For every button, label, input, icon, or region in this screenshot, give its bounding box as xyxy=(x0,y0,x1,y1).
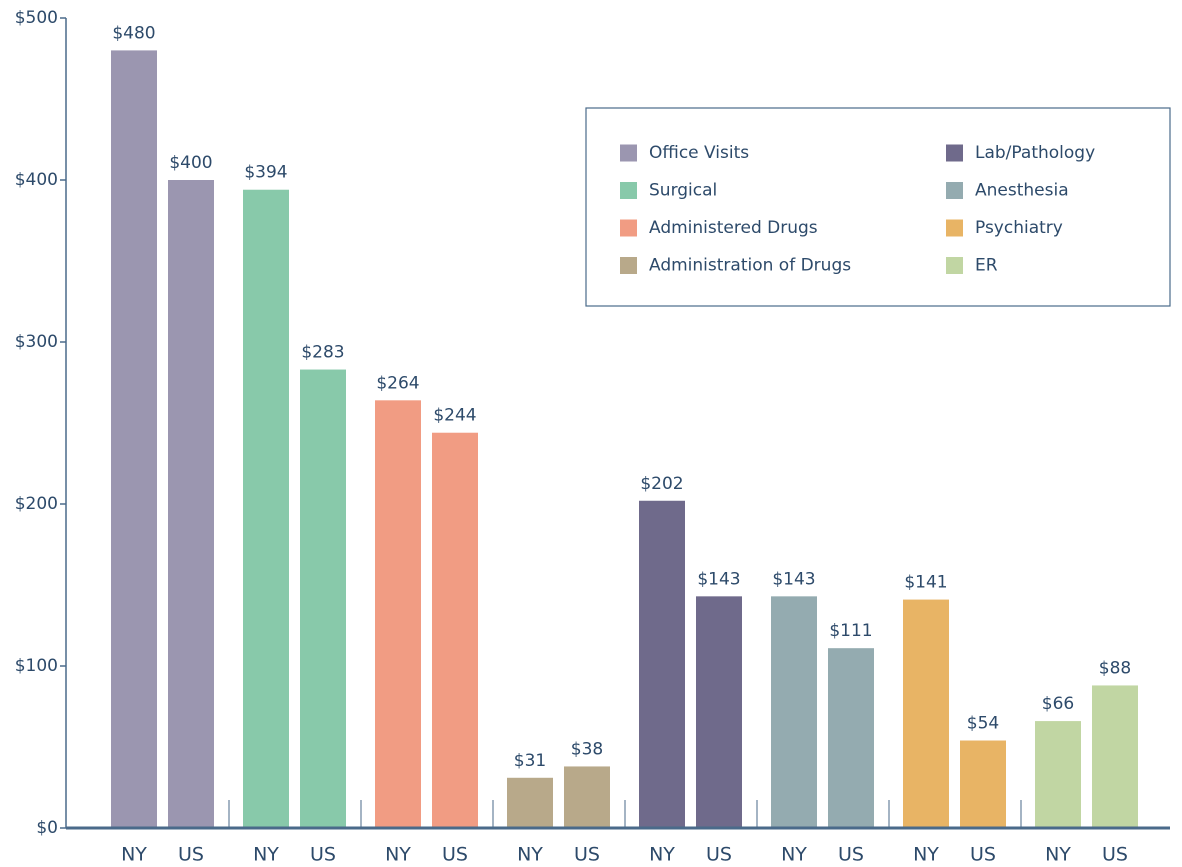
y-tick-label: $300 xyxy=(15,332,58,352)
x-tick-label: US xyxy=(442,844,468,866)
legend-swatch xyxy=(620,144,637,162)
legend-label: Lab/Pathology xyxy=(975,143,1095,163)
bar xyxy=(960,740,1006,828)
bar xyxy=(771,596,817,828)
x-tick-label: NY xyxy=(121,844,147,866)
bar xyxy=(507,777,553,828)
y-tick-label: $500 xyxy=(15,8,58,28)
legend-swatch xyxy=(946,257,963,274)
value-label: $54 xyxy=(967,714,999,734)
legend-swatch xyxy=(620,182,637,199)
value-label: $400 xyxy=(169,153,212,173)
value-label: $141 xyxy=(904,573,947,593)
legend-swatch xyxy=(946,219,963,237)
x-tick-label: US xyxy=(838,844,864,866)
value-label: $143 xyxy=(772,569,815,589)
legend-label: Administered Drugs xyxy=(649,218,818,238)
x-tick-label: US xyxy=(574,844,600,866)
legend-swatch xyxy=(946,144,963,162)
value-label: $66 xyxy=(1042,694,1074,714)
value-label: $31 xyxy=(514,751,546,771)
bar xyxy=(639,500,685,828)
legend-label: Psychiatry xyxy=(975,218,1063,238)
value-label: $244 xyxy=(433,406,476,426)
legend-swatch xyxy=(620,219,637,237)
x-tick-label: US xyxy=(310,844,336,866)
y-tick-label: $400 xyxy=(15,170,58,190)
bar xyxy=(564,766,610,828)
value-label: $283 xyxy=(301,343,344,363)
x-tick-label: NY xyxy=(253,844,279,866)
y-tick-label: $100 xyxy=(15,656,58,676)
legend-swatch xyxy=(946,182,963,199)
x-tick-label: US xyxy=(1102,844,1128,866)
bar xyxy=(1092,685,1138,828)
bar xyxy=(168,180,214,828)
x-tick-label: US xyxy=(970,844,996,866)
x-tick-label: NY xyxy=(781,844,807,866)
legend-label: Anesthesia xyxy=(975,181,1069,201)
value-label: $202 xyxy=(640,474,683,494)
value-label: $480 xyxy=(112,23,155,43)
x-tick-label: NY xyxy=(517,844,543,866)
legend-swatch xyxy=(620,257,637,274)
value-label: $394 xyxy=(244,163,287,183)
x-tick-label: NY xyxy=(385,844,411,866)
x-tick-label: NY xyxy=(913,844,939,866)
value-label: $88 xyxy=(1099,658,1131,678)
bar xyxy=(432,432,478,828)
value-label: $143 xyxy=(697,569,740,589)
y-tick-label: $0 xyxy=(36,818,58,838)
y-tick-label: $200 xyxy=(15,494,58,514)
legend-label: Office Visits xyxy=(649,143,749,163)
legend-label: Surgical xyxy=(649,181,717,201)
value-label: $264 xyxy=(376,373,419,393)
x-tick-label: US xyxy=(706,844,732,866)
bar xyxy=(243,189,289,829)
bar xyxy=(828,648,874,828)
bar xyxy=(300,369,346,828)
legend-label: Administration of Drugs xyxy=(649,256,851,276)
bar xyxy=(903,599,949,828)
bar xyxy=(111,50,157,828)
value-label: $38 xyxy=(571,739,603,759)
value-label: $111 xyxy=(829,621,872,641)
legend-box xyxy=(585,107,1171,307)
legend-label: ER xyxy=(975,256,998,276)
bar xyxy=(1035,721,1081,828)
x-tick-label: NY xyxy=(649,844,675,866)
x-tick-label: US xyxy=(178,844,204,866)
bar xyxy=(375,400,421,828)
x-tick-label: NY xyxy=(1045,844,1071,866)
bar xyxy=(696,596,742,828)
